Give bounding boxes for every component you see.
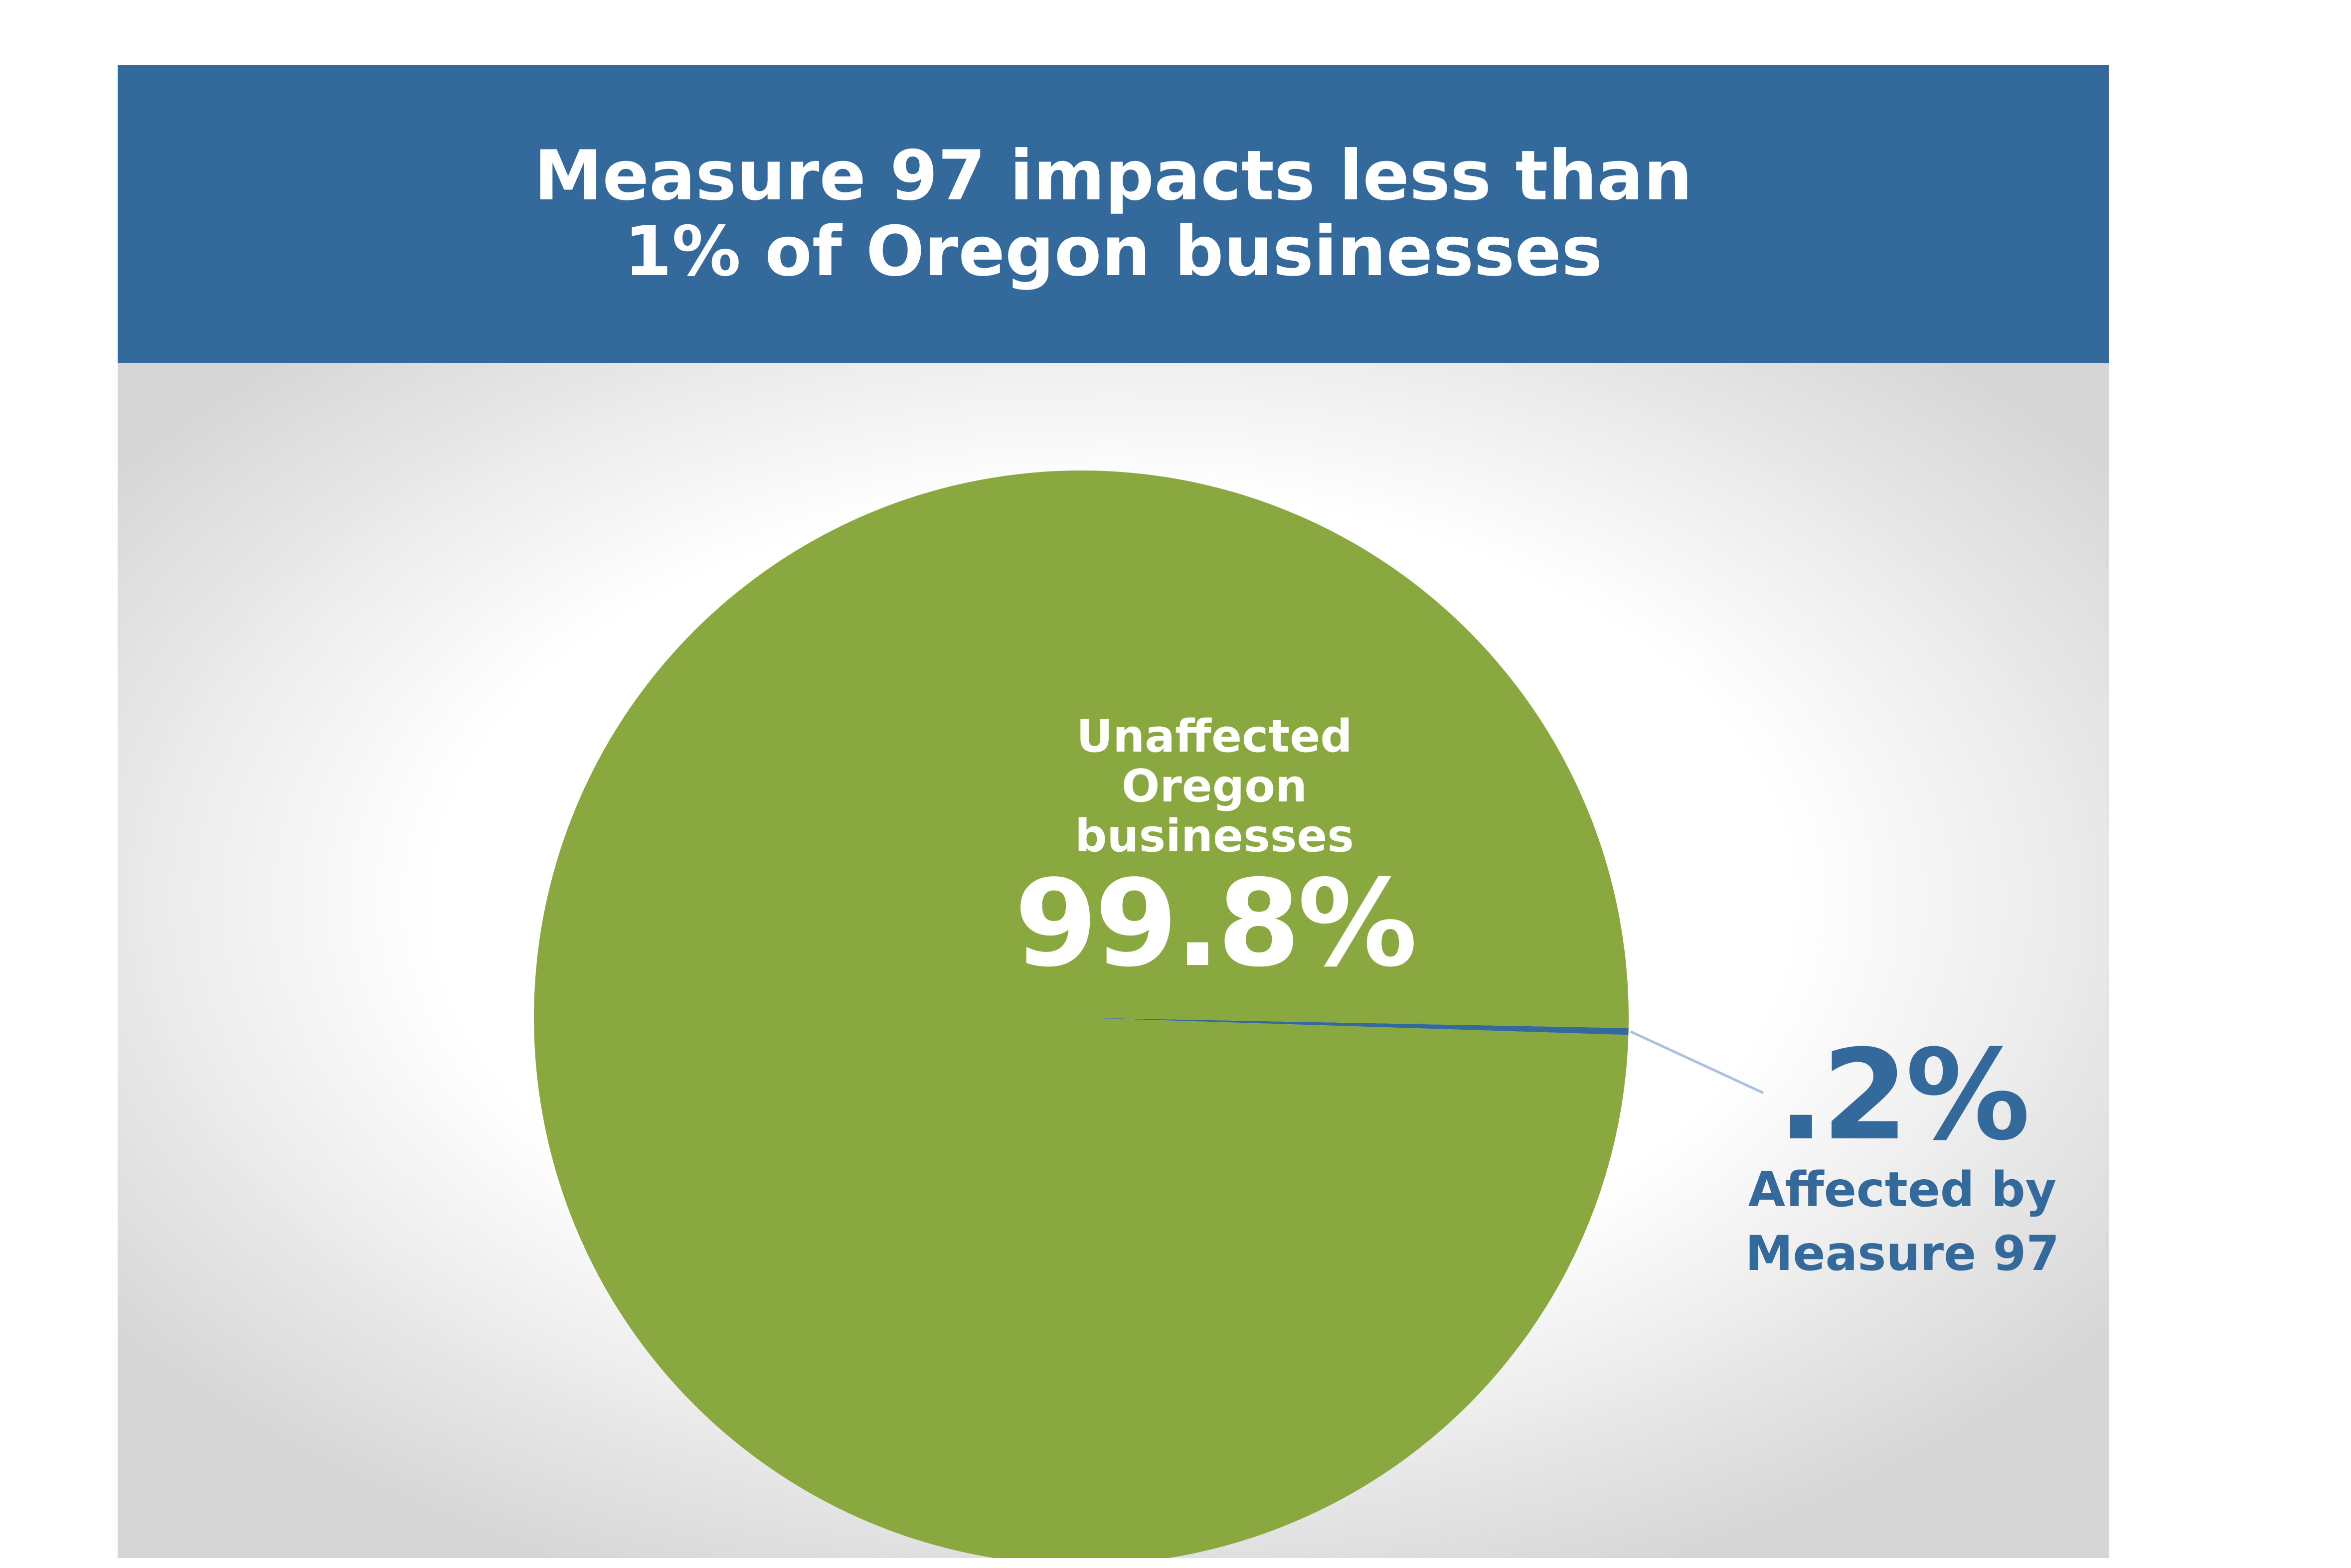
affected-percent-label: .2% [1777, 1023, 2030, 1168]
pie-chart [118, 363, 2109, 1558]
title-bar: Measure 97 impacts less than 1% of Orego… [118, 65, 2109, 363]
chart-title-line-2: 1% of Oregon businesses [624, 211, 1603, 292]
unaffected-name-line-3: businesses [1075, 810, 1354, 862]
affected-name-line-2: Measure 97 [1745, 1226, 2060, 1281]
pie-slice-unaffected [534, 470, 1629, 1558]
pie-slices [534, 470, 1629, 1558]
unaffected-name-line-1: Unaffected [1076, 710, 1352, 763]
unaffected-percent-label: 99.8% [1014, 854, 1418, 993]
unaffected-name-line-2: Oregon [1121, 760, 1308, 812]
affected-label: .2% Affected by Measure 97 [1703, 1033, 2102, 1285]
affected-name-line-1: Affected by [1748, 1162, 2057, 1218]
pie-slice-affected [1081, 1018, 1629, 1035]
infographic-card: Measure 97 impacts less than 1% of Orego… [118, 65, 2109, 1558]
chart-title-line-1: Measure 97 impacts less than [534, 136, 1692, 216]
plot-area: Unaffected Oregon businesses 99.8% .2% A… [118, 363, 2109, 1558]
unaffected-label: Unaffected Oregon businesses 99.8% [895, 712, 1533, 986]
affected-leader-line [1630, 1030, 1764, 1094]
